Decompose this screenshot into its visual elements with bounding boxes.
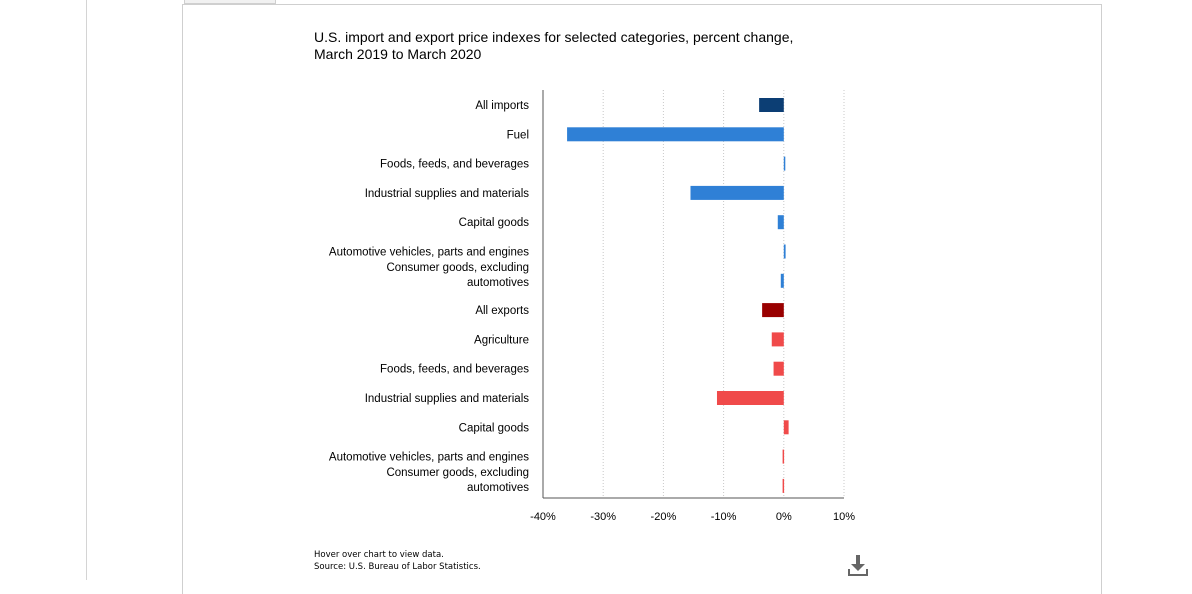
source-note: Source: U.S. Bureau of Labor Statistics. bbox=[314, 562, 481, 572]
bar-6 bbox=[780, 273, 784, 288]
bar-2 bbox=[783, 156, 786, 171]
page-divider bbox=[86, 0, 87, 580]
category-label: Capital goods bbox=[459, 217, 530, 229]
x-tick-label: -30% bbox=[590, 511, 616, 523]
x-tick-label: -20% bbox=[651, 511, 677, 523]
category-label: All exports bbox=[475, 305, 529, 317]
category-label: Agriculture bbox=[474, 334, 529, 346]
category-label-line: Consumer goods, excluding bbox=[386, 262, 529, 274]
category-label-line: Consumer goods, excluding bbox=[386, 467, 529, 479]
x-tick-label: 0% bbox=[776, 511, 792, 523]
category-label: Fuel bbox=[507, 129, 529, 141]
x-tick-label: -40% bbox=[530, 511, 556, 523]
chart-title-line-2: March 2019 to March 2020 bbox=[314, 46, 482, 62]
category-label: Automotive vehicles, parts and engines bbox=[329, 452, 529, 464]
bar-10 bbox=[716, 391, 784, 405]
bar-13 bbox=[782, 478, 785, 493]
category-label: Foods, feeds, and beverages bbox=[380, 364, 529, 376]
bar-5 bbox=[783, 244, 786, 259]
x-tick-label: 10% bbox=[833, 511, 855, 523]
category-label-line: automotives bbox=[467, 277, 529, 289]
chart-footnote: Hover over chart to view data. Source: U… bbox=[314, 549, 481, 573]
category-label-line: automotives bbox=[467, 482, 529, 494]
bar-8 bbox=[771, 332, 784, 347]
category-label: Consumer goods, excluding automotives bbox=[386, 262, 529, 289]
panel-tab[interactable] bbox=[184, 0, 276, 4]
category-label: Consumer goods, excluding automotives bbox=[386, 467, 529, 494]
category-label: Automotive vehicles, parts and engines bbox=[329, 247, 529, 259]
download-icon bbox=[848, 555, 868, 576]
bar-chart[interactable]: -40% -30% -20% -10% 0% 10% All imports Fuel Food… bbox=[0, 0, 1192, 580]
category-label: All imports bbox=[475, 100, 529, 112]
chart-title-line-1: U.S. import and export price indexes for… bbox=[314, 29, 794, 45]
category-label: Foods, feeds, and beverages bbox=[380, 159, 529, 171]
bar-3 bbox=[690, 185, 784, 200]
x-tick-label: -10% bbox=[711, 511, 737, 523]
hover-hint: Hover over chart to view data. bbox=[314, 550, 444, 560]
category-label: Capital goods bbox=[459, 422, 530, 434]
category-label: Industrial supplies and materials bbox=[365, 188, 530, 200]
bar-11 bbox=[783, 420, 789, 435]
chart-panel bbox=[182, 4, 1102, 594]
bar-4 bbox=[777, 215, 784, 230]
category-label: Industrial supplies and materials bbox=[365, 393, 530, 405]
bar-0 bbox=[759, 98, 784, 112]
bar-7 bbox=[762, 303, 784, 318]
download-button[interactable] bbox=[846, 553, 874, 579]
bar-12 bbox=[782, 449, 785, 464]
chart-title: U.S. import and export price indexes for… bbox=[314, 29, 874, 63]
bar-1 bbox=[567, 127, 784, 142]
bar-9 bbox=[773, 361, 784, 376]
